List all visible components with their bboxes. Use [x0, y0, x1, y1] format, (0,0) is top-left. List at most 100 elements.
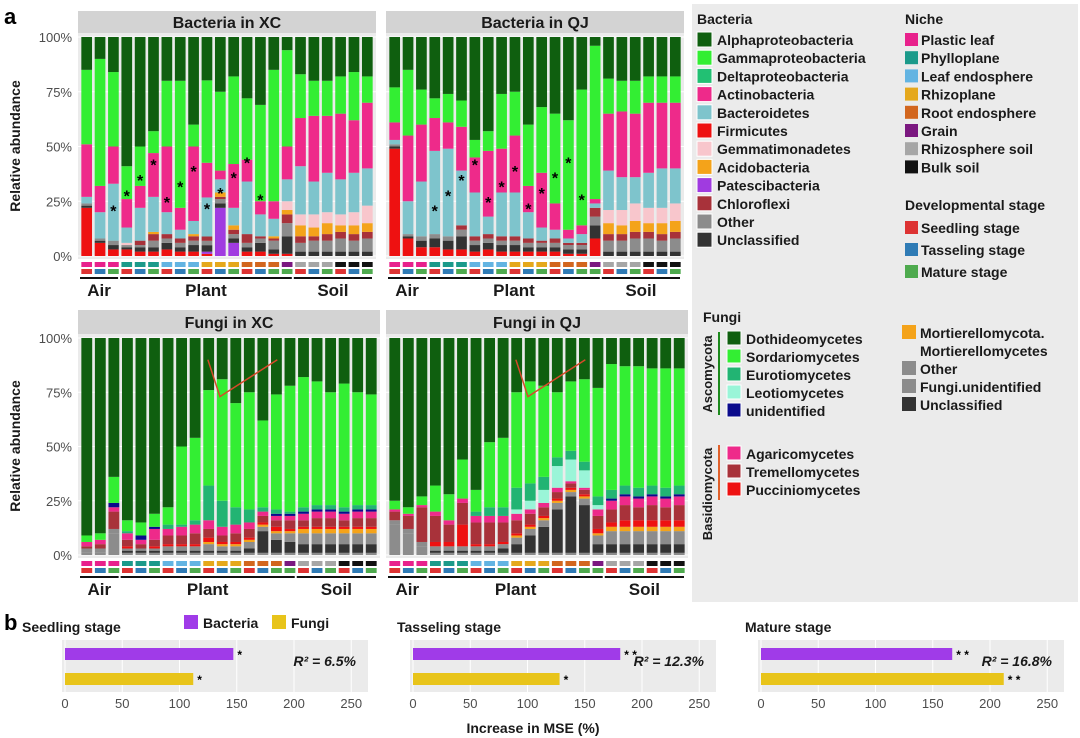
bar-segment-eurotiomycetes [524, 483, 536, 501]
group-label: Plant [187, 580, 229, 599]
legend-label: Patescibacteria [717, 178, 820, 194]
bar-segment-unclassified [335, 251, 346, 256]
bar-segment-fungi-unidentified [298, 533, 309, 545]
bar-segment-alphaproteobacteria [255, 37, 266, 105]
stage-strip-cell [108, 568, 120, 573]
bar-segment-actinobacteria [469, 157, 481, 193]
bar-segment-gammaproteobacteria [81, 69, 93, 145]
bar-segment-dothideomycetes [338, 338, 350, 384]
niche-strip-cell [255, 262, 266, 267]
x-tick-label: 200 [283, 696, 305, 711]
stacked-bar [257, 338, 269, 555]
bar-segment-eurotiomycetes [298, 507, 309, 512]
bar-segment-tremellomycetes [284, 520, 296, 529]
bar-segment-gammaproteobacteria [134, 146, 146, 186]
bar-segment-fungi-unidentified [338, 533, 350, 545]
significance-mark: * [244, 155, 251, 172]
bar-segment-actinobacteria [656, 102, 668, 169]
bar-segment-fungi-unidentified [511, 537, 523, 545]
stacked-bar [149, 338, 160, 555]
bar-segment-sordariomycetes [524, 381, 536, 484]
bar-segment-dothideomycetes [416, 338, 428, 497]
stacked-bar [429, 338, 441, 555]
bar-segment-other [108, 240, 119, 246]
bar-segment-unclassified [188, 245, 199, 252]
bar-segment-other [484, 552, 496, 555]
legend-label: Firmicutes [717, 123, 788, 139]
stage-strip-cell [578, 568, 590, 573]
legend-swatch [696, 213, 713, 230]
bar-segment-pucciniomycetes [203, 537, 215, 542]
x-axis-label: Increase in MSE (%) [466, 720, 599, 736]
bar-segment-other [311, 552, 323, 555]
stage-strip-cell [201, 269, 213, 274]
bar-segment-unclassified [149, 550, 160, 553]
significance-mark: * [525, 201, 532, 218]
bar-segment-unclassified [402, 236, 414, 239]
stacked-bar [563, 37, 574, 256]
bar-segment-dothideomycetes [551, 338, 563, 393]
bar-segment-unclassified [457, 550, 468, 553]
stage-strip-cell [619, 568, 631, 573]
niche-strip-cell [201, 262, 213, 267]
stage-strip-cell [633, 568, 645, 573]
bar-segment-firmicutes [94, 242, 106, 256]
bar-segment-sordariomycetes [365, 394, 377, 506]
bar-segment-other [646, 552, 658, 555]
stacked-bar [660, 338, 672, 555]
stage-strip-cell [216, 568, 228, 573]
stage-strip-cell [511, 568, 523, 573]
legend-label-fungi: Fungi [291, 615, 329, 631]
bar-segment-pucciniomycetes [162, 544, 174, 547]
bar-segment-sordariomycetes [81, 535, 93, 542]
bar-segment-other [470, 552, 482, 555]
bar-segment-unclassified [536, 247, 548, 252]
bar-segment-tremellomycetes [633, 507, 645, 521]
bar-segment-agaricomycetes [365, 511, 377, 519]
stage-strip-cell [134, 269, 146, 274]
bar-segment-alphaproteobacteria [335, 37, 346, 77]
bar-segment-fungi-unidentified [176, 546, 188, 551]
bar-segment-agaricomycetes [633, 498, 645, 508]
importance-chart-2: Tasseling stage 0 50 100 150 200 250 * * * R² = 1… [397, 619, 716, 736]
stacked-bar [188, 37, 199, 256]
bar-segment-actinobacteria [603, 113, 614, 171]
bar-segment-other [524, 552, 536, 555]
niche-strip-cell [456, 262, 467, 267]
legend-label: Pucciniomycetes [746, 482, 861, 498]
niche-strip-cell [646, 561, 658, 566]
stacked-bar [589, 37, 601, 256]
bar-segment-dothideomycetes [243, 338, 255, 393]
bar-segment-tremellomycetes [592, 515, 604, 529]
bar-segment-dothideomycetes [325, 338, 337, 393]
niche-strip-cell [482, 262, 494, 267]
bar-segment-unidentified [284, 513, 296, 516]
stage-strip-cell [565, 568, 577, 573]
bar-segment-tremellomycetes [443, 524, 455, 542]
bar-segment-fungi-unidentified [216, 546, 228, 551]
stage-strip-cell [538, 568, 550, 573]
bar-segment-pucciniomycetes [538, 515, 550, 519]
stage-strip-cell [536, 269, 548, 274]
stage-strip-cell [549, 269, 561, 274]
x-tick-label: 150 [226, 696, 248, 711]
bar-segment-dothideomycetes [121, 338, 133, 521]
bar-segment-other [216, 552, 228, 555]
bar-segment-pucciniomycetes [619, 520, 631, 527]
legend-swatch [905, 243, 918, 256]
stacked-bar [551, 338, 563, 555]
niche-strip-cell [589, 262, 601, 267]
niche-strip-cell [268, 262, 280, 267]
trend-marker [515, 359, 586, 398]
stacked-bar [673, 338, 685, 555]
significance-mark: * [177, 179, 184, 196]
bar-segment-alphaproteobacteria [201, 37, 213, 81]
bar-segment-mortierellomycetes [511, 535, 523, 538]
bar-segment-tremellomycetes [646, 505, 658, 521]
bar-segment-sordariomycetes [338, 383, 350, 508]
niche-strip-cell [563, 262, 574, 267]
bar-segment-bacteroidetes [656, 168, 668, 208]
bar-segment-chloroflexi [295, 236, 306, 243]
legend-label: Sordariomycetes [746, 349, 860, 365]
bar-segment-alphaproteobacteria [321, 37, 333, 81]
